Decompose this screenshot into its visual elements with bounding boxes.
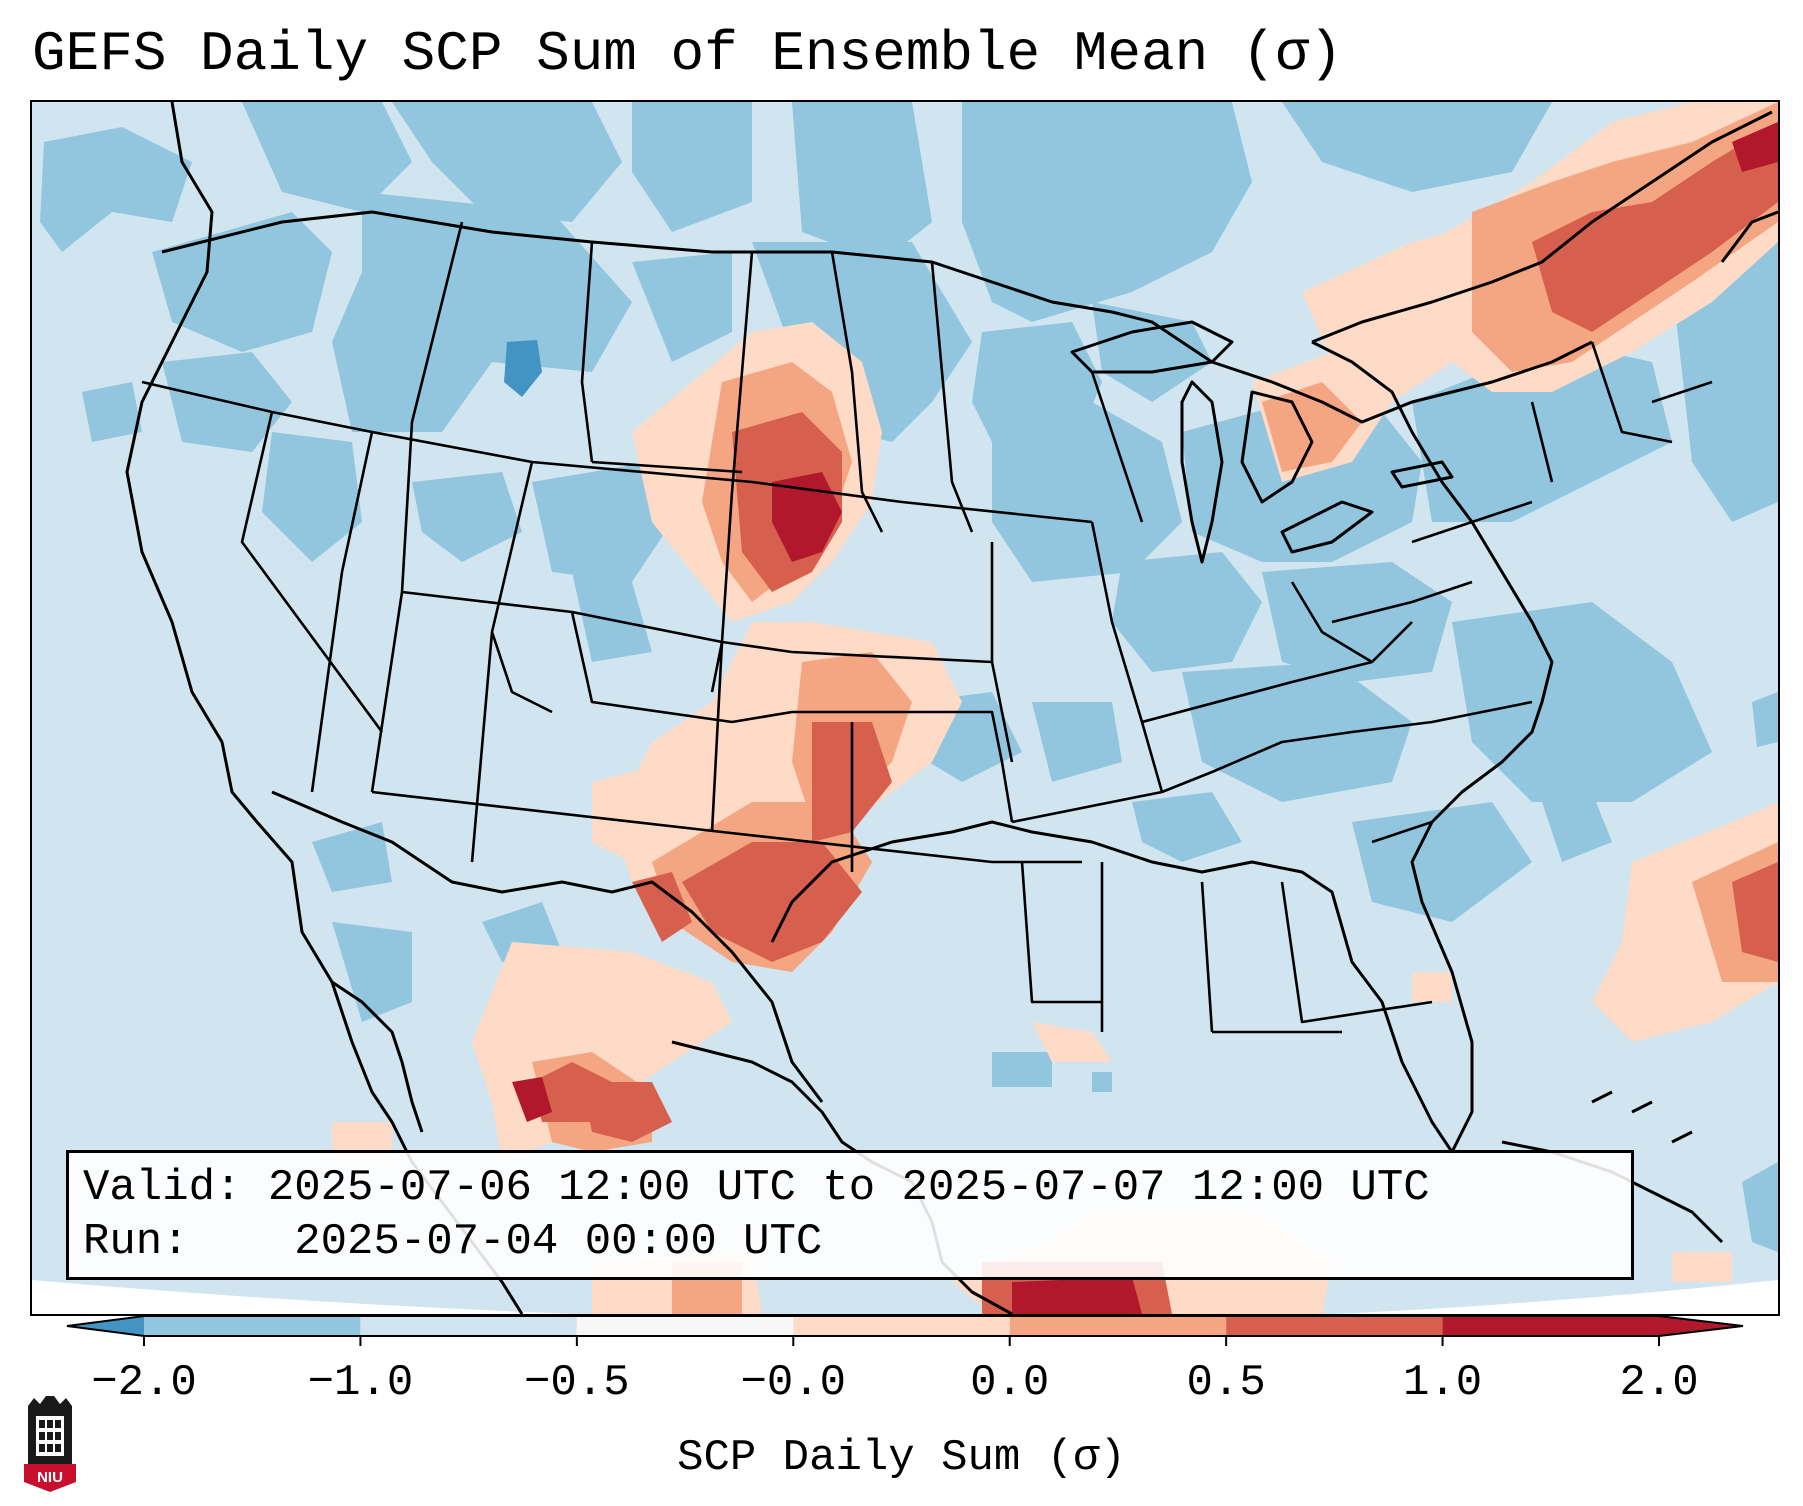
colorbar-tick-label: 0.5 — [1187, 1358, 1266, 1408]
run-label: Run: — [83, 1217, 189, 1267]
colorbar-segment — [576, 1316, 794, 1336]
map-title: GEFS Daily SCP Sum of Ensemble Mean (σ) — [32, 22, 1343, 86]
colorbar-extend-high — [1659, 1316, 1743, 1336]
colorbar: −2.0 −1.0 −0.5 −0.0 0.0 0.5 1.0 2.0 — [66, 1315, 1744, 1408]
colorbar-segment — [793, 1316, 1010, 1336]
colorbar-label: SCP Daily Sum (σ) — [677, 1433, 1126, 1483]
colorbar-tick-label: 0.0 — [970, 1358, 1049, 1408]
colorbar-tick-label: −1.0 — [308, 1358, 414, 1408]
colorbar-segment — [1009, 1316, 1227, 1336]
colorbar-segment — [144, 1316, 361, 1336]
canada-us-border — [161, 210, 1593, 424]
state-borders — [141, 221, 1713, 1034]
colorbar-tick-label: 1.0 — [1403, 1358, 1482, 1408]
mexico-us-border — [271, 790, 824, 1103]
gulf-coast — [770, 340, 1554, 1154]
lake-michigan — [1180, 380, 1224, 564]
valid-line: Valid: 2025-07-06 12:00 UTC to 2025-07-0… — [83, 1161, 1617, 1215]
valid-run-info-box: Valid: 2025-07-06 12:00 UTC to 2025-07-0… — [66, 1150, 1634, 1280]
scp-positive-extreme-regions — [512, 122, 1778, 1314]
scp-map — [32, 102, 1778, 1314]
valid-label: Valid: — [83, 1163, 242, 1213]
niu-logo: NIU — [24, 1396, 76, 1492]
lake-superior — [1070, 320, 1234, 374]
run-line: Run: 2025-07-04 00:00 UTC — [83, 1215, 1617, 1269]
colorbar-tick-label: −0.5 — [524, 1358, 630, 1408]
lake-ontario — [1390, 460, 1454, 489]
colorbar-segments — [66, 1315, 1744, 1337]
logo-text: NIU — [37, 1469, 63, 1486]
lake-erie — [1280, 500, 1374, 554]
colorbar-extend-low — [67, 1316, 144, 1336]
scp-negative-strong-regions — [504, 340, 542, 397]
colorbar-segment — [360, 1316, 577, 1336]
lake-huron — [1240, 390, 1314, 504]
colorbar-segment — [1442, 1316, 1659, 1336]
colorbar-tick-label: −2.0 — [91, 1358, 197, 1408]
map-panel — [30, 100, 1780, 1316]
newfoundland-area — [1720, 210, 1778, 263]
bahamas — [1591, 1090, 1693, 1144]
colorbar-tick-label: −0.0 — [740, 1358, 846, 1408]
colorbar-ticks: −2.0 −1.0 −0.5 −0.0 0.0 0.5 1.0 2.0 — [91, 1336, 1699, 1408]
run-time: 2025-07-04 00:00 UTC — [294, 1217, 823, 1267]
baja-peninsula — [331, 980, 424, 1133]
valid-range: 2025-07-06 12:00 UTC to 2025-07-07 12:00… — [267, 1163, 1430, 1213]
colorbar-tick-label: 2.0 — [1619, 1358, 1698, 1408]
east-canada-coast — [1311, 110, 1773, 344]
colorbar-segment — [1226, 1316, 1443, 1336]
